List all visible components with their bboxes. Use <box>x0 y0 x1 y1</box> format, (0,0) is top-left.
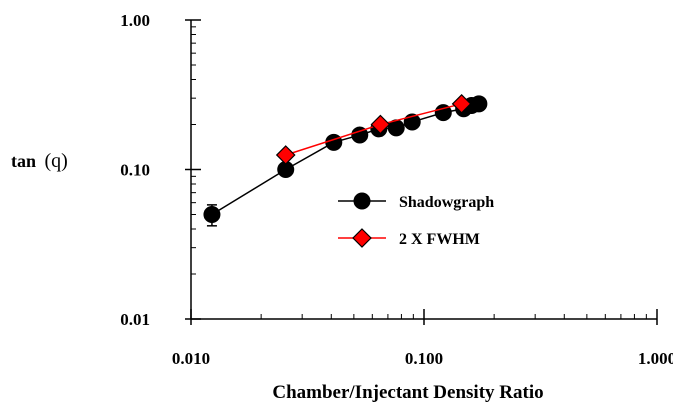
series-2 <box>275 93 472 165</box>
y-axis-label-symbol: (q) <box>45 150 68 172</box>
legend-label: Shadowgraph <box>399 194 494 211</box>
data-point-circle <box>325 133 343 151</box>
x-axis-label: Chamber/Injectant Density Ratio <box>272 382 543 403</box>
x-tick-label: 0.100 <box>405 349 443 368</box>
x-tick-label: 1.000 <box>638 349 673 368</box>
data-point-circle <box>434 104 452 122</box>
series-layer <box>203 93 488 227</box>
y-tick-label: 0.01 <box>120 310 150 329</box>
y-tick-label: 1.00 <box>120 11 150 30</box>
x-tick-label: 0.010 <box>172 349 210 368</box>
legend-label: 2 X FWHM <box>399 231 480 248</box>
data-point-circle <box>470 95 488 113</box>
data-point-diamond <box>370 114 391 135</box>
legend-item-1: Shadowgraph <box>338 192 494 211</box>
y-axis-label-main: tan <box>11 151 36 171</box>
data-point-circle <box>351 126 369 144</box>
legend: Shadowgraph 2 X FWHM <box>338 192 494 248</box>
y-tick-label: 0.10 <box>120 161 150 180</box>
data-point-circle <box>353 192 371 210</box>
legend-item-2: 2 X FWHM <box>338 228 480 248</box>
labels: Chamber/Injectant Density Ratio tan (q) <box>11 150 544 403</box>
y-axis-label: tan (q) <box>11 150 68 172</box>
axes: 0.010 0.100 1.000 0.01 0.10 1.00 <box>120 11 673 368</box>
data-point-diamond <box>451 93 472 114</box>
data-point-circle <box>203 206 221 224</box>
data-point-diamond <box>275 145 296 165</box>
data-point-diamond <box>352 228 372 248</box>
